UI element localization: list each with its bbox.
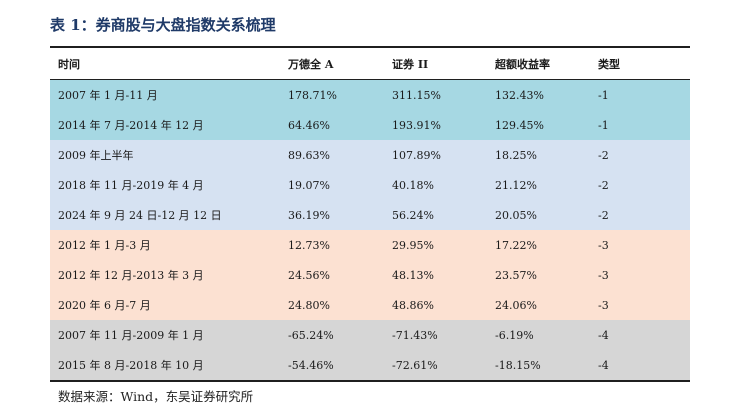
header-cell-type: 类型 <box>598 57 620 71</box>
cell-type: -4 <box>598 358 609 372</box>
cell-excess-return: 23.57% <box>495 268 537 282</box>
cell-securities-ii: -71.43% <box>392 328 438 342</box>
header-cell-securities-ii: 证券 II <box>392 57 429 71</box>
cell-wind-a: 89.63% <box>288 148 330 162</box>
data-source-note: 数据来源：Wind，东吴证券研究所 <box>58 389 254 404</box>
table-row: 2015 年 8 月-2018 年 10 月 -54.46% -72.61% -… <box>50 350 690 380</box>
cell-securities-ii: 107.89% <box>392 148 441 162</box>
cell-excess-return: -18.15% <box>495 358 541 372</box>
cell-type: -3 <box>598 298 609 312</box>
cell-wind-a: 36.19% <box>288 208 330 222</box>
table-row: 2014 年 7 月-2014 年 12 月 64.46% 193.91% 12… <box>50 110 690 140</box>
table-header-row: 时间 万德全 A 证券 II 超额收益率 类型 <box>50 48 690 80</box>
cell-excess-return: 17.22% <box>495 238 537 252</box>
cell-wind-a: 19.07% <box>288 178 330 192</box>
cell-securities-ii: -72.61% <box>392 358 438 372</box>
cell-time: 2007 年 11 月-2009 年 1 月 <box>58 329 204 342</box>
cell-excess-return: 24.06% <box>495 298 537 312</box>
cell-excess-return: -6.19% <box>495 328 534 342</box>
cell-type: -3 <box>598 238 609 252</box>
cell-excess-return: 21.12% <box>495 178 537 192</box>
table-row: 2007 年 1 月-11 月 178.71% 311.15% 132.43% … <box>50 80 690 110</box>
cell-type: -1 <box>598 118 609 132</box>
header-cell-excess-return: 超额收益率 <box>495 57 550 71</box>
cell-time: 2018 年 11 月-2019 年 4 月 <box>58 179 204 192</box>
table-row: 2009 年上半年 89.63% 107.89% 18.25% -2 <box>50 140 690 170</box>
table-row: 2012 年 12 月-2013 年 3 月 24.56% 48.13% 23.… <box>50 260 690 290</box>
cell-time: 2007 年 1 月-11 月 <box>58 89 158 102</box>
cell-time: 2012 年 1 月-3 月 <box>58 239 151 252</box>
cell-wind-a: 64.46% <box>288 118 330 132</box>
cell-excess-return: 129.45% <box>495 118 544 132</box>
cell-securities-ii: 48.13% <box>392 268 434 282</box>
cell-type: -2 <box>598 208 609 222</box>
table-row: 2020 年 6 月-7 月 24.80% 48.86% 24.06% -3 <box>50 290 690 320</box>
cell-excess-return: 20.05% <box>495 208 537 222</box>
cell-securities-ii: 311.15% <box>392 88 441 102</box>
cell-securities-ii: 193.91% <box>392 118 441 132</box>
cell-wind-a: 24.56% <box>288 268 330 282</box>
cell-time: 2024 年 9 月 24 日-12 月 12 日 <box>58 209 222 222</box>
cell-type: -2 <box>598 148 609 162</box>
cell-securities-ii: 48.86% <box>392 298 434 312</box>
cell-excess-return: 132.43% <box>495 88 544 102</box>
cell-type: -2 <box>598 178 609 192</box>
cell-time: 2015 年 8 月-2018 年 10 月 <box>58 359 204 372</box>
cell-time: 2020 年 6 月-7 月 <box>58 299 151 312</box>
table-row: 2007 年 11 月-2009 年 1 月 -65.24% -71.43% -… <box>50 320 690 350</box>
cell-wind-a: 12.73% <box>288 238 330 252</box>
cell-time: 2012 年 12 月-2013 年 3 月 <box>58 269 204 282</box>
header-cell-time: 时间 <box>58 57 80 71</box>
cell-securities-ii: 29.95% <box>392 238 434 252</box>
cell-type: -4 <box>598 328 609 342</box>
data-table: 时间 万德全 A 证券 II 超额收益率 类型 2007 年 1 月-11 月 … <box>50 46 690 382</box>
cell-wind-a: 24.80% <box>288 298 330 312</box>
cell-securities-ii: 40.18% <box>392 178 434 192</box>
cell-time: 2009 年上半年 <box>58 149 134 162</box>
table-row: 2018 年 11 月-2019 年 4 月 19.07% 40.18% 21.… <box>50 170 690 200</box>
cell-excess-return: 18.25% <box>495 148 537 162</box>
table-row: 2024 年 9 月 24 日-12 月 12 日 36.19% 56.24% … <box>50 200 690 230</box>
cell-securities-ii: 56.24% <box>392 208 434 222</box>
cell-wind-a: -65.24% <box>288 328 334 342</box>
table-row: 2012 年 1 月-3 月 12.73% 29.95% 17.22% -3 <box>50 230 690 260</box>
cell-time: 2014 年 7 月-2014 年 12 月 <box>58 119 204 132</box>
header-cell-wind-a: 万德全 A <box>288 57 334 71</box>
table-title: 表 1：券商股与大盘指数关系梳理 <box>50 16 276 34</box>
cell-type: -1 <box>598 88 609 102</box>
cell-type: -3 <box>598 268 609 282</box>
cell-wind-a: 178.71% <box>288 88 337 102</box>
cell-wind-a: -54.46% <box>288 358 334 372</box>
